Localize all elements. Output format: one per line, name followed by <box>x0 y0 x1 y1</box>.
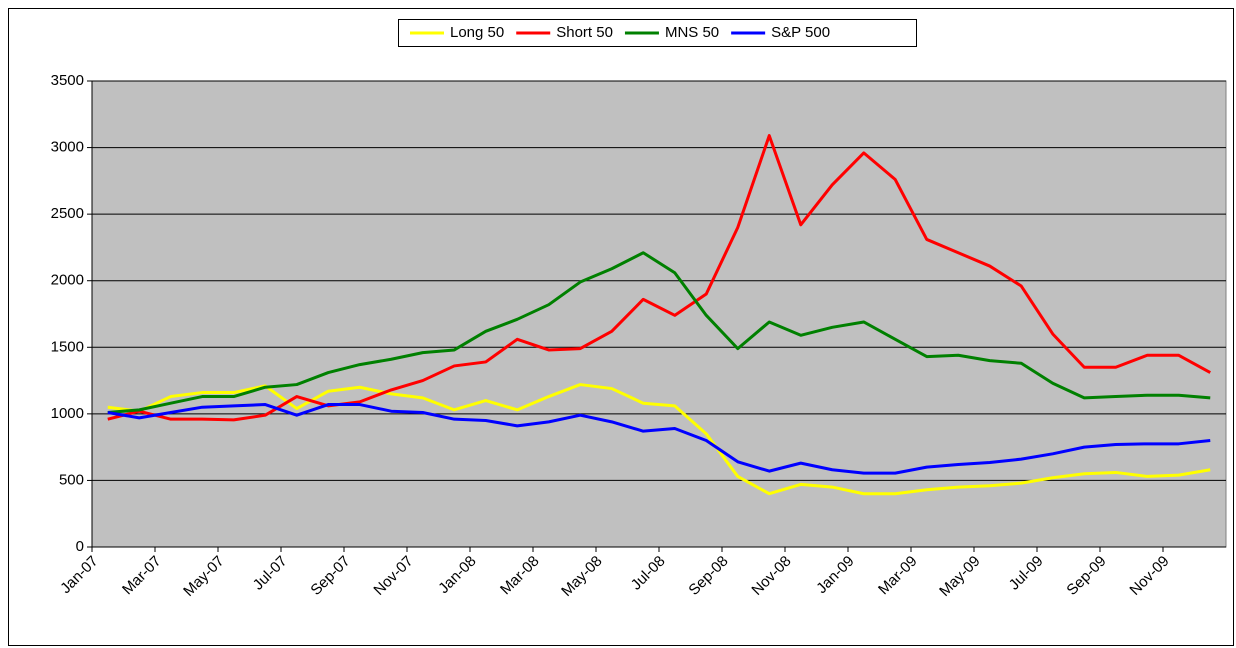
legend-label: Long 50 <box>450 24 504 41</box>
y-tick-label: 1500 <box>51 338 84 355</box>
series-line <box>107 383 1211 496</box>
y-tick-label: 500 <box>59 471 84 488</box>
y-tick-label: 2000 <box>51 272 84 289</box>
series-line <box>107 403 1211 475</box>
y-tick-label: 1000 <box>51 405 84 422</box>
legend-label: MNS 50 <box>665 24 719 41</box>
y-tick-label: 0 <box>76 538 84 555</box>
y-tick-label: 3500 <box>51 72 84 89</box>
plot-area <box>91 80 1227 548</box>
y-tick-label: 3000 <box>51 139 84 156</box>
series-line <box>107 251 1211 415</box>
series-line <box>107 134 1211 422</box>
y-tick-label: 2500 <box>51 205 84 222</box>
legend-label: S&P 500 <box>771 24 830 41</box>
legend-label: Short 50 <box>556 24 613 41</box>
